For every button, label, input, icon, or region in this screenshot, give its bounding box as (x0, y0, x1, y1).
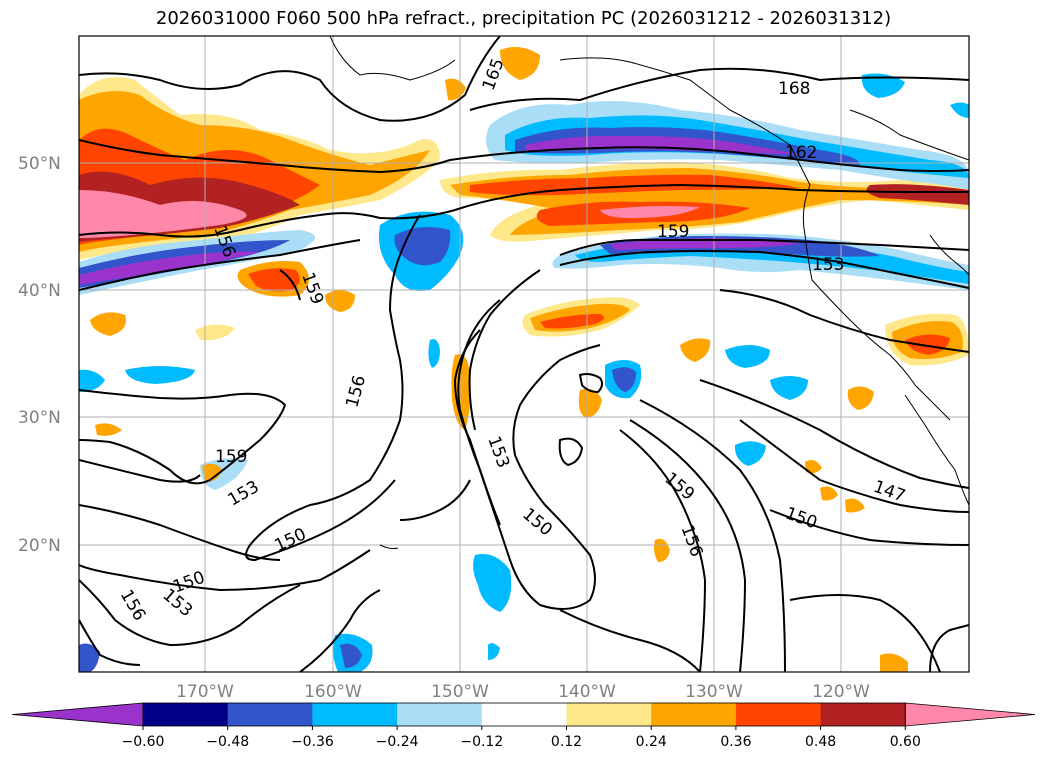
map-title: 2026031000 F060 500 hPa refract., precip… (155, 8, 892, 29)
lon-label-130w: 130°W (685, 682, 743, 702)
lon-label-170w: 170°W (176, 682, 234, 702)
colorbar-segment (312, 703, 398, 726)
colorbar-tick-label: 0.60 (890, 734, 921, 750)
colorbar-segment (566, 703, 652, 726)
contour-label: 159 (657, 222, 689, 242)
longitude-labels: 170°W 160°W 150°W 140°W 130°W 120°W (176, 682, 870, 702)
lon-label-150w: 150°W (431, 682, 489, 702)
latitude-labels: 50°N 40°N 30°N 20°N (18, 154, 61, 556)
colorbar-tick-label: −0.36 (291, 734, 334, 750)
colorbar-segment (143, 703, 229, 726)
colorbar-segment (481, 703, 567, 726)
lat-label-50n: 50°N (18, 154, 61, 174)
colorbar-segment (735, 703, 822, 726)
lat-label-30n: 30°N (18, 408, 61, 428)
refractivity-contours (79, 36, 969, 672)
colorbar-segment (397, 703, 483, 726)
colorbar-tick-label: −0.48 (206, 734, 249, 750)
colorbar-segment (227, 703, 313, 726)
lat-label-40n: 40°N (18, 281, 61, 301)
colorbar-outline (142, 702, 906, 727)
contour-label: 153 (812, 255, 844, 275)
lon-label-120w: 120°W (812, 682, 870, 702)
colorbar-tick-label: 0.48 (805, 734, 836, 750)
colorbar-tick-label: 0.36 (720, 734, 751, 750)
colorbar-tick-label: −0.60 (122, 734, 165, 750)
colorbar: −0.60 −0.48 −0.36 −0.24 −0.12 0.12 0.24 0.36 0.4… (11, 702, 1036, 750)
lon-label-160w: 160°W (304, 682, 362, 702)
contour-label: 162 (785, 143, 817, 163)
precipitation-fill-layer (79, 36, 969, 672)
map-frame (78, 35, 970, 673)
contour-label: 168 (778, 79, 810, 99)
colorbar-extend-low (11, 702, 144, 727)
coastline-layer (329, 36, 969, 550)
colorbar-tick-label: 0.12 (551, 734, 582, 750)
contour-label: 159 (215, 447, 247, 467)
colorbar-tick-label: 0.24 (636, 734, 667, 750)
lon-label-140w: 140°W (558, 682, 616, 702)
colorbar-tick-label: −0.24 (376, 734, 419, 750)
colorbar-tick-label: −0.12 (460, 734, 503, 750)
lat-label-20n: 20°N (18, 536, 61, 556)
colorbar-segment (651, 703, 737, 726)
colorbar-extend-high (904, 702, 1036, 727)
colorbar-segment (820, 703, 906, 726)
